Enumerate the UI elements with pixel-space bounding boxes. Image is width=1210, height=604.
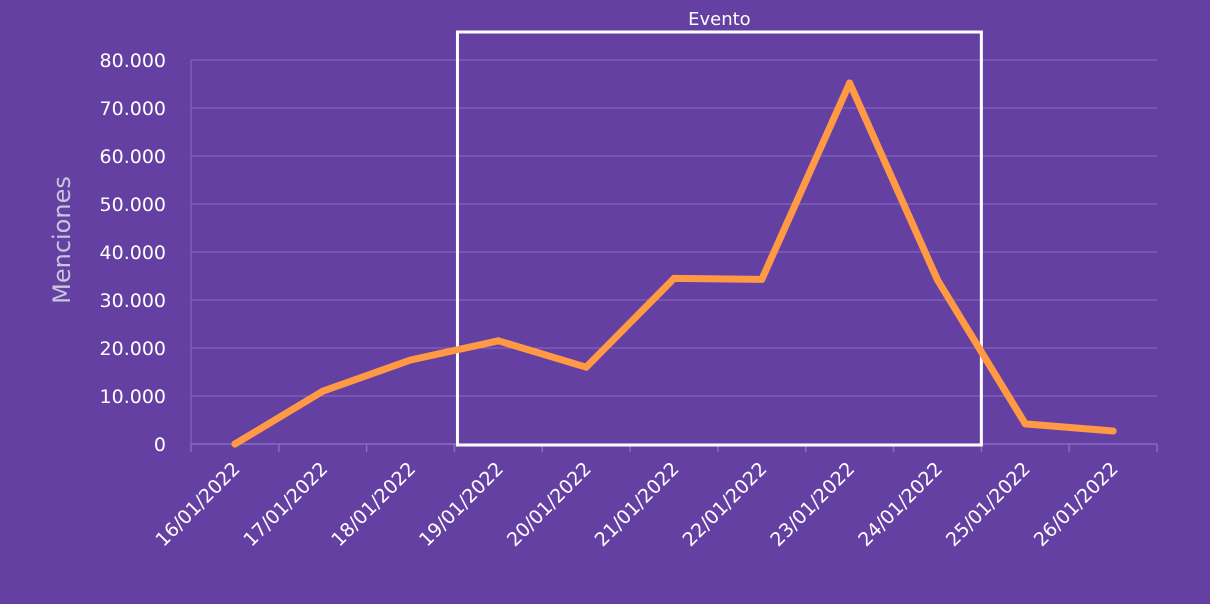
- series: [231, 79, 1117, 448]
- y-tick-label: 20.000: [100, 338, 166, 360]
- y-tick-label: 70.000: [100, 98, 166, 120]
- data-point: [582, 363, 590, 371]
- y-tick-label: 80.000: [100, 50, 166, 72]
- event-label: Evento: [688, 9, 751, 30]
- grid: [191, 59, 1157, 397]
- y-tick-label: 10.000: [100, 386, 166, 408]
- y-tick-label: 0: [154, 434, 166, 456]
- event-annotation: Evento: [455, 9, 983, 447]
- data-point: [231, 440, 239, 448]
- data-point: [1021, 420, 1029, 428]
- data-point: [758, 275, 766, 283]
- data-point: [494, 337, 502, 345]
- y-tick-label: 40.000: [100, 242, 166, 264]
- data-point: [933, 276, 941, 284]
- event-box: [455, 30, 983, 447]
- y-axis-label: Menciones: [48, 176, 76, 304]
- data-point: [670, 274, 678, 282]
- data-point: [407, 356, 415, 364]
- data-point: [319, 387, 327, 395]
- y-tick-label: 30.000: [100, 290, 166, 312]
- y-tick-label: 50.000: [100, 194, 166, 216]
- y-tick-label: 60.000: [100, 146, 166, 168]
- data-point: [1109, 427, 1117, 435]
- data-point: [846, 79, 854, 87]
